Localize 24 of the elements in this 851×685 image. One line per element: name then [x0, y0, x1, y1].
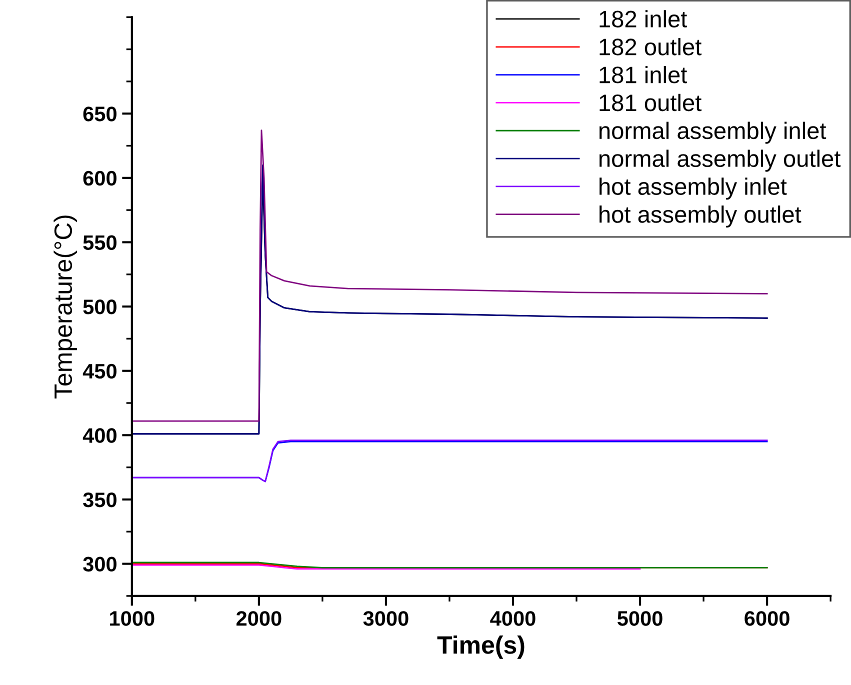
y-tick-label: 500 — [83, 300, 116, 314]
y-tick-label: 600 — [83, 170, 116, 186]
legend-label: 181 inlet — [600, 66, 688, 84]
x-tick-label: 6000 — [744, 611, 790, 626]
legend-label: 181 outlet — [600, 94, 702, 112]
y-tick-label: 300 — [83, 556, 116, 572]
x-tick-label: 5000 — [618, 611, 662, 626]
x-axis-title: Time(s) — [437, 636, 524, 659]
x-tick-label: 1000 — [110, 611, 154, 626]
x-tick-label: 3000 — [363, 611, 408, 626]
y-axis-title: Temperature(°C) — [54, 216, 78, 398]
legend-label: normal assembly inlet — [600, 122, 826, 144]
legend-label: hot assembly inlet — [600, 178, 787, 200]
legend-label: 182 outlet — [600, 38, 702, 56]
x-tick-label: 4000 — [490, 611, 536, 626]
y-tick-label: 650 — [83, 106, 116, 122]
x-tick-label: 2000 — [236, 611, 282, 626]
y-tick-label: 400 — [82, 428, 116, 443]
y-tick-label: 450 — [82, 364, 116, 379]
y-tick-label: 350 — [83, 492, 116, 508]
legend-label: hot assembly outlet — [600, 206, 802, 228]
legend-label: normal assembly outlet — [600, 150, 841, 172]
y-tick-label: 550 — [83, 235, 116, 250]
legend-label: 182 inlet — [600, 10, 688, 28]
